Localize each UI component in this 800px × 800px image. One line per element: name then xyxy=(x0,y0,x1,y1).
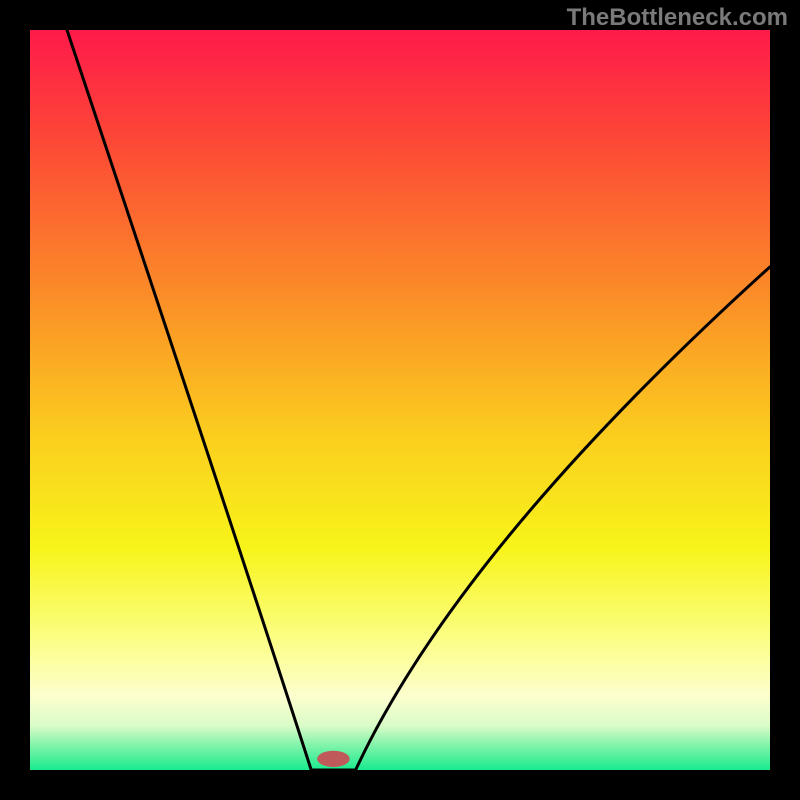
bottleneck-chart xyxy=(30,30,770,770)
optimal-point-marker xyxy=(317,751,350,767)
outer-frame: TheBottleneck.com xyxy=(0,0,800,800)
plot-background-gradient xyxy=(30,30,770,770)
watermark-text: TheBottleneck.com xyxy=(567,4,788,32)
